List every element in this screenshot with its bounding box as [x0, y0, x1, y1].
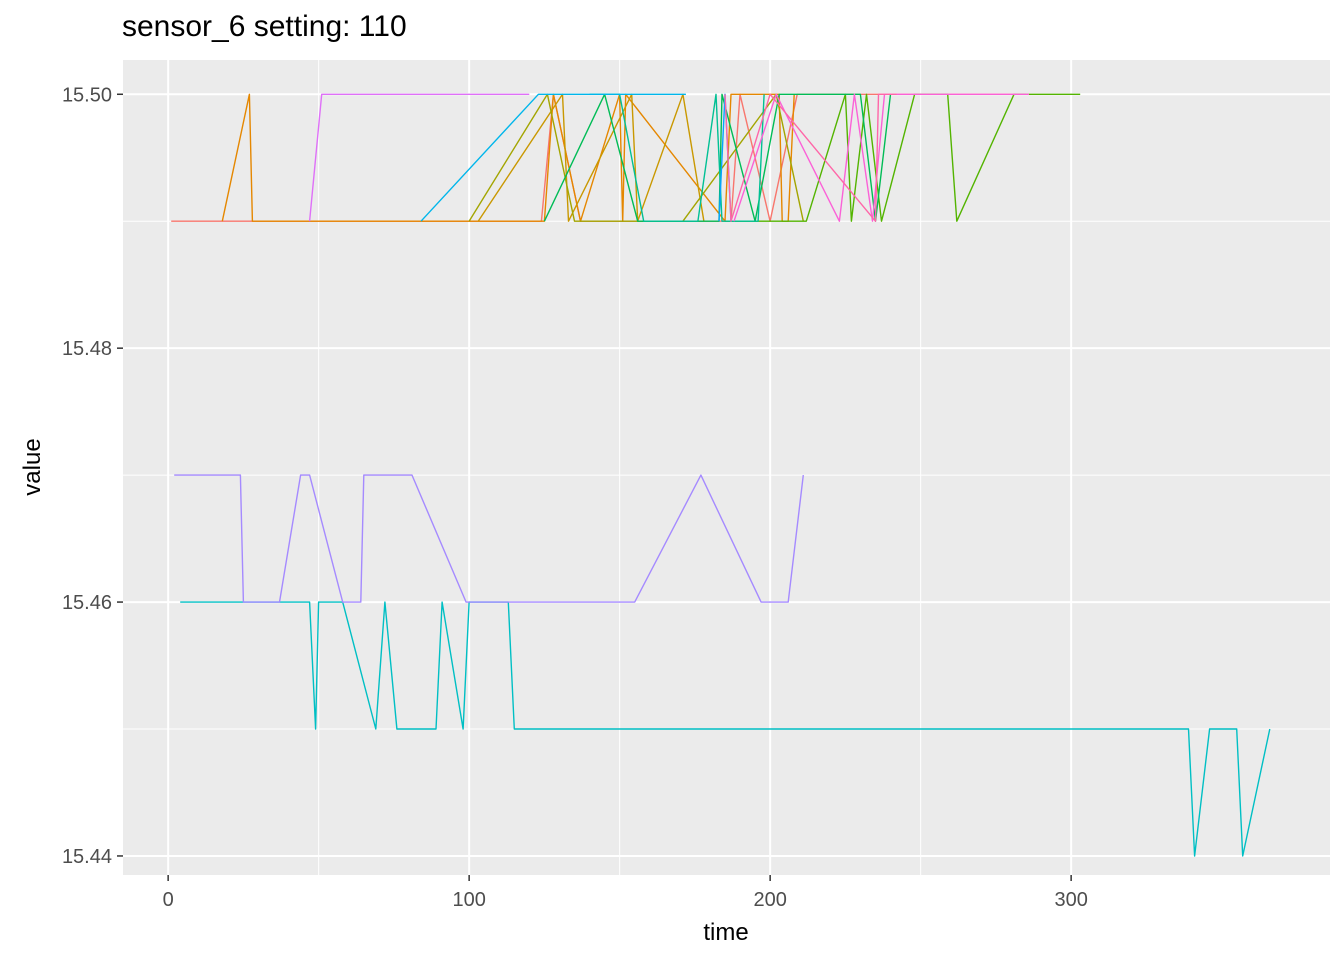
y-axis-title: value [19, 438, 46, 495]
series-line [725, 93, 1081, 222]
y-tick-label: 15.46 [62, 592, 112, 614]
series-line [180, 601, 1271, 857]
series-layer [171, 93, 1271, 857]
series-line [420, 93, 686, 222]
y-tick-label: 15.48 [62, 338, 112, 360]
x-tick-label: 0 [163, 889, 174, 911]
series-line [589, 93, 765, 222]
x-tick-label: 200 [753, 889, 786, 911]
major-gridlines [123, 60, 1330, 875]
x-axis: 0 100 200 300 [163, 875, 1088, 911]
series-line [468, 93, 804, 222]
y-tick-label: 15.44 [62, 846, 112, 868]
x-tick-label: 100 [452, 889, 485, 911]
y-axis: 15.44 15.46 15.48 15.50 [62, 84, 123, 868]
series-line [724, 93, 897, 222]
series-line [543, 93, 892, 222]
chart-title: sensor_6 setting: 110 [122, 10, 407, 43]
series-line [174, 474, 804, 603]
series-line [308, 93, 530, 222]
x-tick-label: 300 [1054, 889, 1087, 911]
x-axis-title: time [703, 919, 748, 946]
y-tick-label: 15.50 [62, 84, 112, 106]
